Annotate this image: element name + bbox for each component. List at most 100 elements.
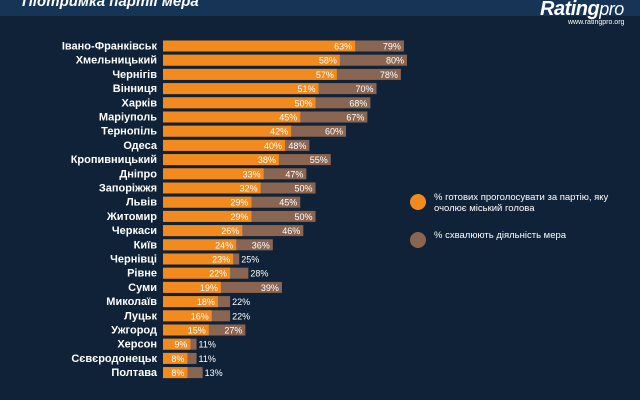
logo-url: www.ratingpro.org [568,19,625,26]
data-label-vote: 15% [188,326,206,336]
category-label: Сєвєродонецьк [71,353,157,365]
data-label-approve: 68% [349,98,367,108]
bar-approve [163,281,282,293]
data-label-approve: 22% [232,311,250,321]
category-label: Ужгород [111,325,157,337]
data-label-approve: 78% [380,70,398,80]
data-label-vote: 22% [209,269,227,279]
data-label-vote: 51% [298,84,316,94]
category-label: Маріуполь [99,112,157,124]
legend-swatch-brown [410,232,426,248]
data-label-vote: 24% [215,240,233,250]
category-label: Рівне [127,268,157,280]
data-label-approve: 13% [205,368,223,378]
data-label-approve: 28% [250,269,268,279]
data-label-vote: 26% [221,226,239,236]
logo: Ratingpro www.ratingpro.org [540,0,638,32]
category-label: Хмельницький [76,55,157,67]
data-label-approve: 27% [224,326,242,336]
data-label-approve: 36% [252,240,270,250]
legend-swatch-orange [410,194,426,210]
data-label-vote: 63% [334,42,352,52]
data-label-approve: 79% [383,42,401,52]
bar-vote [163,352,188,364]
bar-vote [163,182,261,194]
data-label-approve: 80% [386,56,404,66]
data-label-vote: 57% [316,70,334,80]
data-label-approve: 70% [355,84,373,94]
data-label-approve: 50% [294,212,312,222]
bar-vote [163,97,316,109]
bar-vote [163,296,218,308]
category-label: Черкаси [112,225,157,237]
category-label: Вінниця [113,83,157,95]
data-label-vote: 16% [191,311,209,321]
legend-item-approve: % схвалюють діяльність мера [410,230,614,248]
bar-vote [163,68,337,80]
bar-vote [163,168,264,180]
data-label-vote: 29% [230,212,248,222]
category-label: Чернівці [110,254,157,266]
category-label: Львів [126,197,157,209]
data-label-vote: 45% [279,113,297,123]
category-label: Тернопіль [101,126,157,138]
bar-vote [163,139,285,151]
data-label-vote: 33% [243,169,261,179]
bar-vote [163,239,237,251]
data-label-approve: 45% [279,198,297,208]
legend-item-vote: % готових проголосувати за партію, яку о… [410,192,614,214]
category-label: Івано-Франківськ [62,41,158,53]
bar-vote [163,281,221,293]
data-label-approve: 46% [282,226,300,236]
bar-vote [163,40,356,52]
category-label: Чернігів [112,69,157,81]
data-label-vote: 40% [264,141,282,151]
data-label-vote: 18% [197,297,215,307]
data-label-vote: 32% [240,184,258,194]
data-label-approve: 67% [346,113,364,123]
bar-vote [163,267,231,279]
category-label: Херсон [117,339,157,351]
data-label-approve: 25% [241,255,259,265]
data-label-vote: 38% [258,155,276,165]
logo-suffix: pro [599,0,624,19]
data-label-vote: 8% [171,368,184,378]
data-label-vote: 29% [230,198,248,208]
logo-mark: Ratingpro [540,0,624,21]
category-label: Суми [128,282,157,294]
data-label-vote: 58% [319,56,337,66]
category-label: Кропивницький [71,154,157,166]
bar-vote [163,310,212,322]
data-label-approve: 39% [261,283,279,293]
bar-vote [163,225,243,237]
data-label-vote: 9% [174,340,187,350]
data-label-vote: 8% [171,354,184,364]
data-label-vote: 19% [200,283,218,293]
bar-vote [163,338,191,350]
data-label-approve: 11% [199,354,216,364]
chart-title: Підтримка партії мера [22,0,199,10]
bar-vote [163,54,340,66]
data-label-approve: 50% [294,184,312,194]
bar-vote [163,196,252,208]
data-label-vote: 50% [294,98,312,108]
bar-vote [163,125,292,137]
data-label-approve: 55% [310,155,328,165]
bar-vote [163,253,234,265]
category-label: Луцьк [124,310,157,322]
data-label-approve: 60% [325,127,343,137]
bar-vote [163,367,188,379]
logo-text: Rating [540,0,600,20]
data-label-approve: 48% [288,141,306,151]
bar-vote [163,210,252,222]
bar-vote [163,154,279,166]
data-label-approve: 22% [232,297,250,307]
category-label: Одеса [123,140,157,152]
category-label: Миколаїв [106,296,157,308]
category-label: Київ [134,239,158,251]
legend-label-vote: % готових проголосувати за партію, яку о… [434,192,609,214]
category-label: Житомир [106,211,157,223]
data-label-approve: 47% [285,169,303,179]
legend-label-approve: % схвалюють діяльність мера [434,230,567,241]
